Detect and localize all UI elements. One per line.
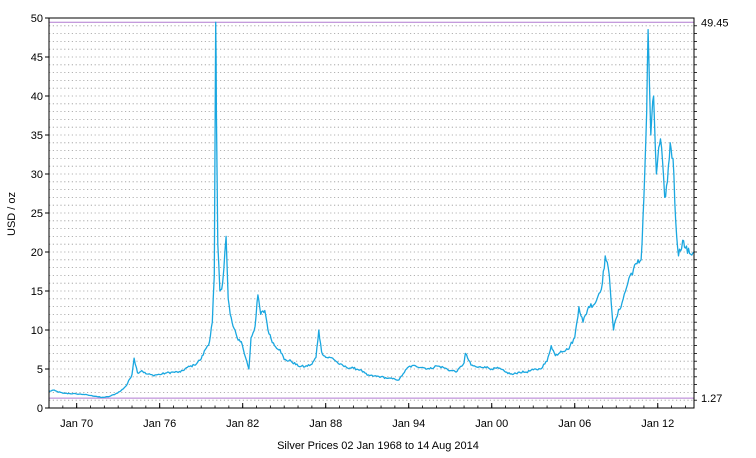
- reference-labels: 49.45 1.27: [701, 17, 729, 405]
- grid: [49, 25, 694, 401]
- y-tick-label: 35: [31, 130, 43, 142]
- y-tick-label: 5: [37, 364, 43, 376]
- x-tick-label: Jan 82: [226, 418, 259, 430]
- y-axis: 0 5 10 15 20 25 30 35 40 45 50: [31, 13, 697, 415]
- y-tick-label: 15: [31, 286, 43, 298]
- reference-label: 49.45: [701, 17, 729, 29]
- y-tick-label: 40: [31, 91, 43, 103]
- y-tick-label: 45: [31, 52, 43, 64]
- x-tick-label: Jan 12: [641, 418, 674, 430]
- plot-area: [48, 21, 695, 399]
- y-tick-label: 20: [31, 247, 43, 259]
- x-tick-label: Jan 06: [558, 418, 591, 430]
- y-tick-label: 30: [31, 169, 43, 181]
- y-tick-label: 50: [31, 13, 43, 25]
- x-axis: Jan 70 Jan 76 Jan 82 Jan 88 Jan 94 Jan 00 Jan …: [48, 403, 686, 430]
- x-tick-label: Jan 76: [143, 418, 176, 430]
- x-tick-label: Jan 88: [309, 418, 342, 430]
- reference-label: 1.27: [701, 393, 722, 405]
- x-tick-label: Jan 00: [475, 418, 508, 430]
- series-line-silver-price: [48, 21, 695, 399]
- reference-lines: [49, 21, 694, 399]
- y-tick-label: 0: [37, 403, 43, 415]
- x-tick-label: Jan 70: [60, 418, 93, 430]
- x-axis-title: Silver Prices 02 Jan 1968 to 14 Aug 2014: [277, 440, 479, 452]
- y-tick-label: 10: [31, 325, 43, 337]
- y-axis-title: USD / oz: [6, 192, 18, 236]
- y-tick-label: 25: [31, 208, 43, 220]
- x-tick-label: Jan 94: [392, 418, 425, 430]
